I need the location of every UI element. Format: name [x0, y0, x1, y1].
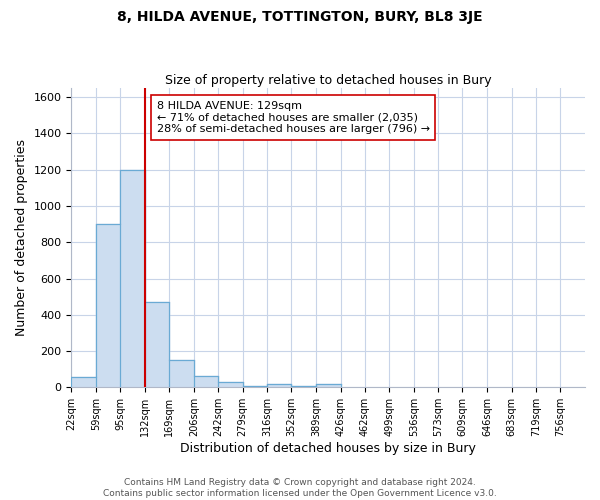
Text: 8 HILDA AVENUE: 129sqm
← 71% of detached houses are smaller (2,035)
28% of semi-: 8 HILDA AVENUE: 129sqm ← 71% of detached…	[157, 101, 430, 134]
Text: Contains HM Land Registry data © Crown copyright and database right 2024.
Contai: Contains HM Land Registry data © Crown c…	[103, 478, 497, 498]
Title: Size of property relative to detached houses in Bury: Size of property relative to detached ho…	[165, 74, 491, 87]
Y-axis label: Number of detached properties: Number of detached properties	[15, 140, 28, 336]
Text: 8, HILDA AVENUE, TOTTINGTON, BURY, BL8 3JE: 8, HILDA AVENUE, TOTTINGTON, BURY, BL8 3…	[117, 10, 483, 24]
X-axis label: Distribution of detached houses by size in Bury: Distribution of detached houses by size …	[180, 442, 476, 455]
